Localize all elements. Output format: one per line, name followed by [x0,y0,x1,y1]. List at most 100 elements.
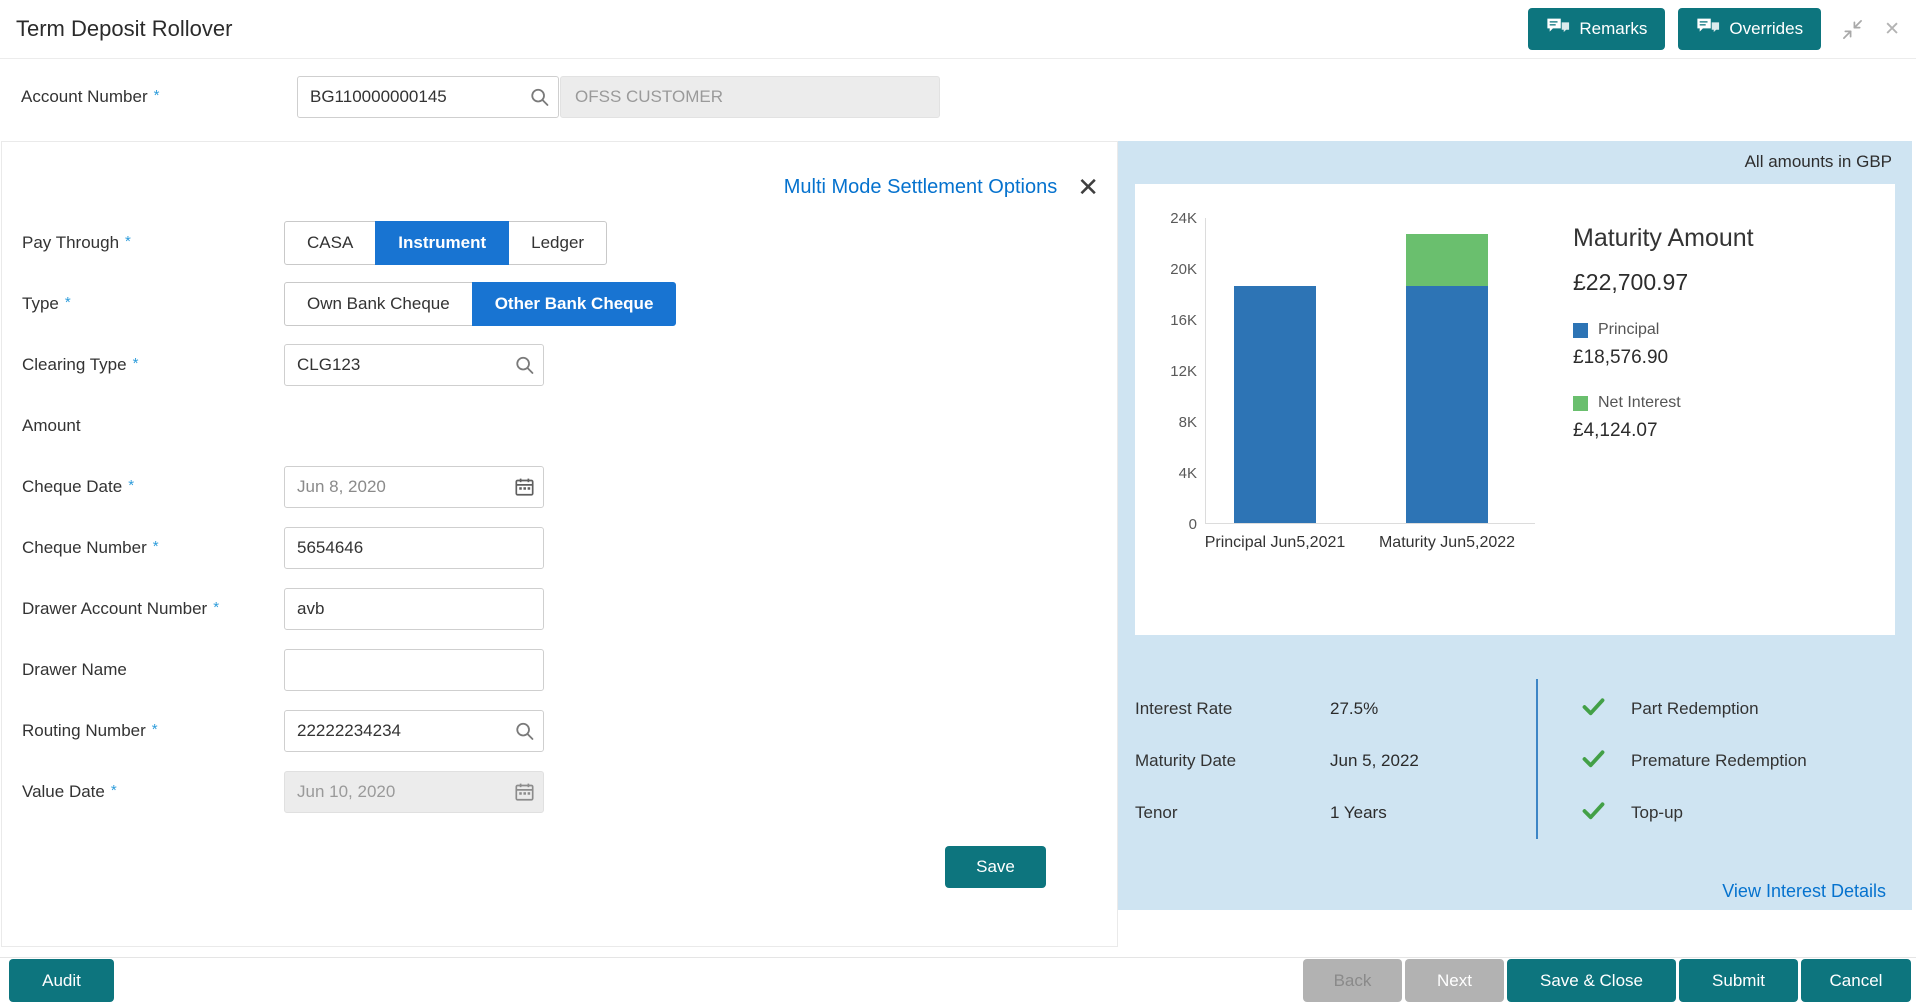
maturity-date-row: Maturity Date Jun 5, 2022 [1135,735,1530,787]
y-tick: 16K [1170,312,1197,329]
net-interest-legend: Net Interest [1573,394,1754,412]
required-asterisk: * [64,293,71,311]
deposit-details: Interest Rate 27.5% Maturity Date Jun 5,… [1135,683,1530,839]
feature-top-up: Top-up [1580,787,1807,839]
required-asterisk: * [128,476,135,494]
required-asterisk: * [110,781,117,799]
value-date-label: Value Date * [22,781,117,801]
drawer-name-input[interactable] [284,648,544,691]
principal-legend: Principal [1573,321,1754,339]
pay-through-option-casa[interactable]: CASA [284,220,377,265]
value-date-field [284,770,544,813]
drawer-account-number-field [284,587,544,630]
maturity-date-value: Jun 5, 2022 [1330,751,1419,770]
footer: Audit Back Next Save & Close Submit Canc… [0,957,1916,1003]
amount-label: Amount [22,415,81,435]
required-asterisk: * [151,720,158,738]
cheque-date-field [284,465,544,508]
cheque-number-row: Cheque Number * [22,517,1097,578]
tenor-value: 1 Years [1330,803,1387,822]
value-date-input [284,770,544,813]
deposit-summary-panel: All amounts in GBP 0 4K 8K 12K 16K 20K 24K Pri… [1118,141,1912,910]
amount-row: Amount [22,395,1097,456]
search-icon[interactable] [529,86,550,107]
tenor-label: Tenor [1135,803,1178,822]
view-interest-details-link[interactable]: View Interest Details [1722,881,1886,901]
maturity-amount-value: £22,700.97 [1573,269,1689,295]
cheque-type-toggle: Own Bank Cheque Other Bank Cheque [284,281,677,326]
footer-actions: Back Next Save & Close Submit Cancel [1303,959,1911,1002]
drawer-name-label: Drawer Name [22,659,127,679]
overrides-label: Overrides [1729,19,1804,38]
y-tick: 0 [1188,516,1197,533]
type-label: Type * [22,293,71,313]
maturity-date-label: Maturity Date [1135,751,1237,770]
pay-through-toggle: CASA Instrument Ledger [284,220,608,265]
save-button[interactable]: Save [945,846,1046,888]
page-title: Term Deposit Rollover [16,16,233,41]
audit-button[interactable]: Audit [9,959,114,1002]
account-number-label: Account Number * [21,86,160,106]
tenor-row: Tenor 1 Years [1135,787,1530,839]
save-and-close-button[interactable]: Save & Close [1507,959,1676,1002]
features-list: Part Redemption Premature Redemption Top… [1580,683,1807,839]
settlement-form: Pay Through * CASA Instrument Ledger Type… [22,212,1097,822]
type-option-other-bank-cheque[interactable]: Other Bank Cheque [471,281,677,326]
interest-rate-value: 27.5% [1330,699,1379,718]
value-date-row: Value Date * [22,761,1097,822]
bar-maturity [1406,233,1488,523]
pay-through-row: Pay Through * CASA Instrument Ledger [22,212,1097,273]
routing-number-field [284,709,544,752]
currency-note: All amounts in GBP [1744,152,1892,171]
header-actions: Remarks Overrides ✕ [1528,8,1900,50]
check-icon [1580,693,1607,725]
back-button[interactable]: Back [1303,959,1402,1002]
account-number-field [297,75,559,118]
clearing-type-input[interactable] [284,343,544,386]
multi-mode-settlement-options-link[interactable]: Multi Mode Settlement Options [783,175,1058,198]
principal-legend-label: Principal [1598,321,1660,338]
drawer-name-field [284,648,544,691]
check-icon [1580,745,1607,777]
cheque-date-input[interactable] [284,465,544,508]
net-interest-legend-swatch [1573,395,1588,411]
chart-y-axis: 0 4K 8K 12K 16K 20K 24K [1135,210,1197,533]
collapse-icon[interactable] [1842,19,1863,40]
drawer-account-number-label: Drawer Account Number * [22,598,220,618]
overrides-button[interactable]: Overrides [1678,8,1822,50]
overrides-chat-icon [1696,17,1720,41]
close-icon[interactable]: ✕ [1884,18,1900,40]
pay-through-option-ledger[interactable]: Ledger [508,220,608,265]
net-interest-value: £4,124.07 [1573,420,1658,441]
required-asterisk: * [152,537,159,555]
pay-through-option-instrument[interactable]: Instrument [375,220,510,265]
bar-segment [1406,286,1488,523]
type-option-own-bank-cheque[interactable]: Own Bank Cheque [284,281,473,326]
bar-principal [1234,286,1316,523]
calendar-icon[interactable] [514,476,535,497]
settlement-close-icon[interactable]: ✕ [1077,172,1099,202]
search-icon[interactable] [514,720,535,741]
y-tick: 4K [1178,465,1197,482]
remarks-chat-icon [1546,17,1570,41]
cheque-number-field [284,526,544,569]
cancel-button[interactable]: Cancel [1801,959,1911,1002]
remarks-button[interactable]: Remarks [1528,8,1666,50]
submit-button[interactable]: Submit [1679,959,1798,1002]
y-tick: 20K [1170,261,1197,278]
feature-premature-redemption: Premature Redemption [1580,735,1807,787]
routing-number-input[interactable] [284,709,544,752]
maturity-amount-label: Maturity Amount [1573,224,1754,252]
account-number-input[interactable] [297,75,559,118]
search-icon[interactable] [514,354,535,375]
required-asterisk: * [132,354,139,372]
interest-rate-label: Interest Rate [1135,699,1233,718]
routing-number-label: Routing Number * [22,720,158,740]
next-button[interactable]: Next [1405,959,1504,1002]
x-axis-label: Maturity Jun5,2022 [1378,534,1516,551]
required-asterisk: * [213,598,220,616]
cheque-number-input[interactable] [284,526,544,569]
drawer-account-number-input[interactable] [284,587,544,630]
maturity-chart-card: 0 4K 8K 12K 16K 20K 24K Principal Jun5,2021 Mat… [1135,184,1895,635]
